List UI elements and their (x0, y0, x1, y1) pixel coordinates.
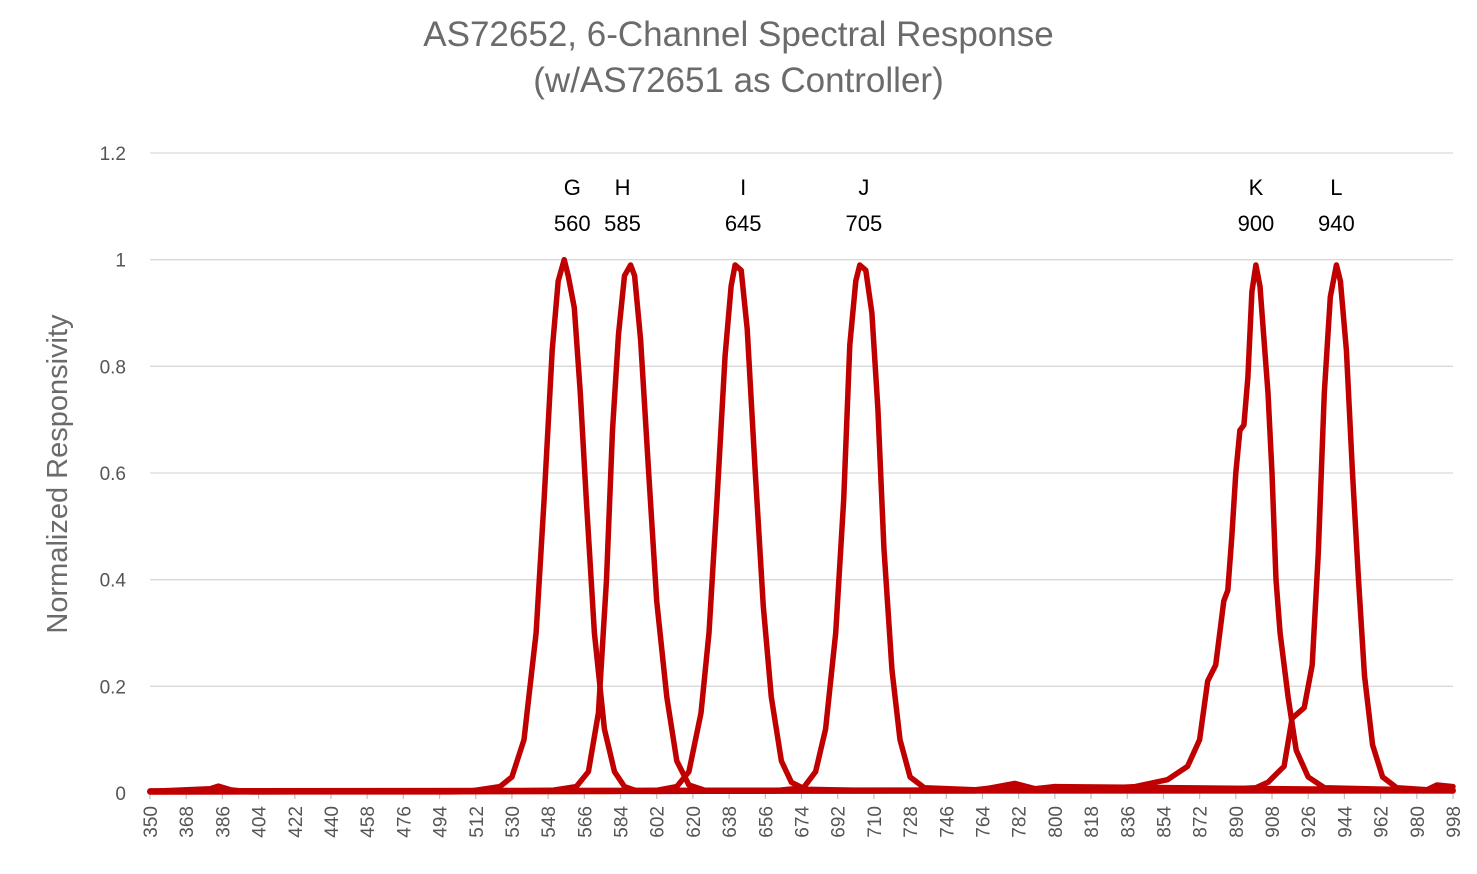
x-tick-label: 872 (1191, 806, 1212, 838)
peak-wavelength-j: 705 (845, 211, 882, 236)
x-tick-label: 908 (1263, 806, 1284, 838)
x-tick-label: 566 (575, 806, 596, 838)
x-tick-label: 584 (612, 806, 633, 838)
x-tick-label: 512 (467, 806, 488, 838)
x-tick-label: 710 (865, 806, 886, 838)
x-tick-label: 818 (1082, 806, 1103, 838)
chart-title-line-1: AS72652, 6-Channel Spectral Response (423, 15, 1054, 54)
peak-wavelength-g: 560 (554, 211, 591, 236)
x-tick-label: 422 (286, 806, 307, 838)
x-tick-label: 476 (394, 806, 415, 838)
x-tick-label: 836 (1118, 806, 1139, 838)
x-tick-label: 728 (901, 806, 922, 838)
x-tick-label: 638 (720, 806, 741, 838)
x-tick-label: 962 (1372, 806, 1393, 838)
x-tick-label: 800 (1046, 806, 1067, 838)
x-tick-label: 602 (648, 806, 669, 838)
x-tick-label: 404 (250, 806, 271, 838)
series-line-j (147, 262, 1456, 795)
x-tick-label: 890 (1227, 806, 1248, 838)
x-tick-label: 926 (1299, 806, 1320, 838)
y-tick-label: 0 (115, 784, 126, 805)
peak-wavelength-k: 900 (1238, 211, 1275, 236)
x-tick-label: 386 (213, 806, 234, 838)
peak-wavelength-l: 940 (1318, 211, 1355, 236)
x-tick-label: 854 (1154, 806, 1175, 838)
peak-label-h: H (615, 175, 631, 200)
x-tick-label: 458 (358, 806, 379, 838)
x-tick-label: 782 (1010, 806, 1031, 838)
series-line-k (147, 262, 1456, 795)
x-tick-label: 440 (322, 806, 343, 838)
y-tick-label: 0.2 (100, 677, 126, 698)
x-tick-label: 944 (1335, 806, 1356, 838)
y-tick-label: 1.2 (100, 144, 126, 165)
series-line-g (147, 256, 1456, 795)
y-tick-label: 0.4 (100, 571, 127, 592)
peak-wavelength-h: 585 (604, 211, 641, 236)
peak-label-j: J (858, 175, 869, 200)
y-tick-label: 0.6 (100, 464, 126, 485)
x-tick-label: 656 (756, 806, 777, 838)
x-tick-label: 998 (1444, 806, 1465, 838)
x-tick-label: 350 (141, 806, 162, 838)
peak-labels: G 560 H 585 I 645 J 705 K 900 L 940 (554, 175, 1355, 236)
peak-label-g: G (564, 175, 581, 200)
x-tick-label: 530 (503, 806, 524, 838)
x-tick-label: 368 (177, 806, 198, 838)
x-tick-label: 620 (684, 806, 705, 838)
x-tick-label: 548 (539, 806, 560, 838)
axes: 0 0.2 0.4 0.6 0.8 1 1.2 350 368 386 404 422 440 458 47… (100, 144, 1465, 838)
chart-title-line-2: (w/AS72651 as Controller) (533, 61, 944, 100)
x-tick-label: 764 (973, 806, 994, 838)
peak-label-l: L (1330, 175, 1342, 200)
series-line-l (147, 262, 1456, 794)
series-line-i (147, 262, 1456, 795)
y-tick-label: 1 (115, 251, 126, 272)
series-lines (147, 256, 1456, 795)
x-tick-label: 494 (431, 806, 452, 838)
x-tick-label: 692 (829, 806, 850, 838)
x-tick-label: 674 (793, 806, 814, 838)
y-axis-label: Normalized Responsivity (42, 314, 74, 634)
chart-title: AS72652, 6-Channel Spectral Response (w/… (0, 12, 1477, 104)
series-line-h (147, 262, 1456, 795)
y-tick-label: 0.8 (100, 357, 126, 378)
peak-wavelength-i: 645 (725, 211, 762, 236)
x-tick-label: 980 (1408, 806, 1429, 838)
x-tick-label: 746 (937, 806, 958, 838)
peak-label-i: I (740, 175, 746, 200)
peak-label-k: K (1249, 175, 1264, 200)
